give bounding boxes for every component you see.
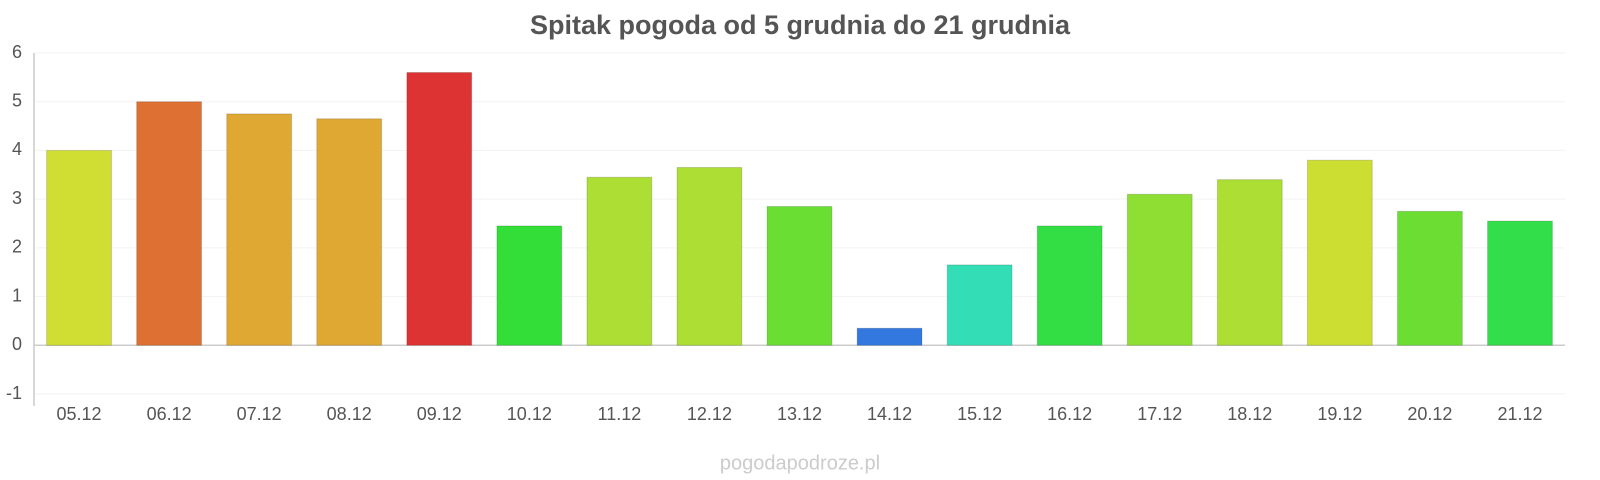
x-tick-label: 18.12 (1227, 404, 1272, 424)
bar (1487, 220, 1553, 346)
bar (676, 166, 743, 346)
x-tick-label: 05.12 (57, 404, 102, 424)
bar (1216, 179, 1283, 346)
bar (406, 71, 473, 346)
y-tick-label: 2 (12, 237, 22, 257)
x-tick-label: 14.12 (867, 404, 912, 424)
y-tick-label: 0 (12, 334, 22, 354)
x-tick-label: 07.12 (237, 404, 282, 424)
x-tick-label: 11.12 (598, 404, 642, 424)
x-tick-label: 16.12 (1047, 404, 1092, 424)
x-tick-label: 09.12 (417, 404, 462, 424)
bar (496, 225, 563, 346)
y-tick-label: 4 (12, 139, 22, 159)
y-tick-label: 5 (12, 90, 22, 110)
y-tick-label: 3 (12, 188, 22, 208)
x-tick-label: 08.12 (327, 404, 372, 424)
y-tick-label: 6 (12, 42, 22, 62)
bar (136, 101, 203, 346)
x-tick-label: 15.12 (957, 404, 1002, 424)
y-tick-label: -1 (6, 383, 22, 403)
bar (766, 205, 833, 346)
x-tick-label: 10.12 (507, 404, 552, 424)
bar (856, 327, 923, 346)
bar (1306, 159, 1373, 346)
bar (1396, 210, 1463, 346)
bar (316, 118, 383, 346)
x-tick-label: 21.12 (1497, 404, 1542, 424)
bar (226, 113, 293, 346)
x-tick-label: 12.12 (687, 404, 732, 424)
bar (946, 264, 1013, 346)
chart-title: Spitak pogoda od 5 grudnia do 21 grudnia (530, 10, 1071, 40)
x-tick-label: 19.12 (1317, 404, 1362, 424)
bar (1126, 193, 1193, 346)
x-tick-label: 13.12 (777, 404, 822, 424)
x-tick-label: 20.12 (1407, 404, 1452, 424)
bar (586, 176, 653, 346)
bar (1036, 225, 1103, 346)
x-tick-label: 17.12 (1137, 404, 1182, 424)
x-tick-label: 06.12 (147, 404, 192, 424)
y-tick-label: 1 (12, 285, 22, 305)
source: pogodapodroze.pl (720, 452, 880, 474)
bar (46, 149, 112, 346)
